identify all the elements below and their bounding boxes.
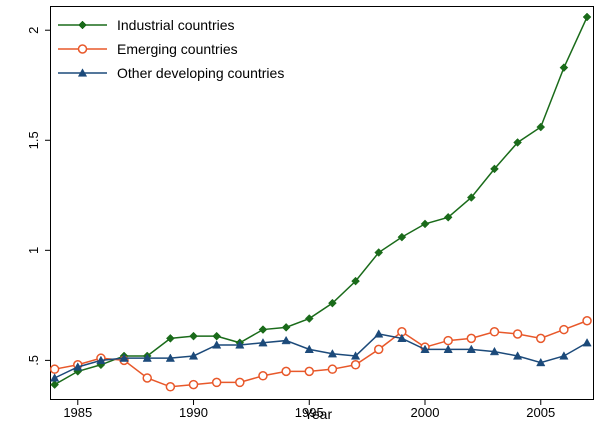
data-point-diamond	[189, 331, 198, 341]
data-point-triangle	[443, 344, 453, 353]
data-point-diamond	[50, 380, 59, 389]
data-point-triangle	[489, 346, 500, 356]
data-point-diamond	[258, 325, 268, 334]
series-3	[50, 329, 592, 382]
data-point-diamond	[374, 248, 384, 257]
legend: Industrial countries Emerging countries Ot…	[58, 17, 284, 81]
data-point-diamond	[443, 212, 453, 222]
data-point-triangle	[374, 329, 384, 338]
data-point-circle	[489, 327, 500, 337]
data-point-diamond	[513, 138, 522, 147]
data-point-circle	[373, 344, 384, 355]
data-point-triangle	[304, 344, 314, 353]
data-point-triangle	[50, 373, 60, 382]
series-line	[54, 333, 588, 379]
series-2	[49, 316, 592, 392]
data-point-circle	[142, 373, 152, 383]
data-point-circle	[443, 335, 453, 346]
data-point-triangle	[73, 362, 83, 371]
data-point-triangle	[142, 353, 152, 362]
x-tick-label: 1995	[295, 405, 324, 420]
data-point-circle	[536, 333, 546, 344]
data-point-diamond	[397, 232, 407, 242]
data-point-triangle	[582, 338, 592, 347]
data-point-triangle	[420, 344, 430, 353]
data-point-triangle	[96, 355, 106, 364]
data-point-circle	[281, 366, 291, 377]
data-point-diamond	[582, 12, 592, 22]
data-point-triangle	[397, 333, 407, 342]
data-point-circle	[211, 377, 222, 388]
data-point-circle	[49, 364, 60, 374]
x-tick-label: 2000	[411, 405, 440, 420]
legend-label: Other developing countries	[117, 65, 284, 81]
data-point-diamond	[559, 63, 569, 72]
y-tick-label: 2	[26, 27, 41, 34]
data-point-triangle	[466, 344, 476, 353]
data-point-triangle	[327, 349, 338, 358]
data-point-circle	[350, 360, 361, 370]
data-point-diamond	[351, 276, 360, 286]
data-point-circle	[258, 371, 268, 381]
legend-entry: Industrial countries	[58, 17, 235, 33]
data-point-diamond	[212, 331, 222, 341]
data-point-diamond	[466, 193, 476, 202]
data-point-triangle	[165, 353, 175, 362]
legend-label: Emerging countries	[117, 41, 238, 57]
data-point-triangle	[559, 351, 569, 360]
data-point-triangle	[188, 351, 199, 360]
data-point-circle	[188, 379, 199, 390]
axes: 1985 1990 1995 2000 2005 .5 1 1.5 2	[26, 6, 594, 420]
legend-label: Industrial countries	[117, 17, 235, 33]
series-group	[49, 12, 592, 392]
x-tick-label: 1990	[179, 405, 208, 420]
y-tick-label: 1.5	[26, 131, 41, 149]
data-point-diamond	[536, 122, 546, 132]
data-point-triangle	[235, 340, 245, 349]
data-point-circle	[559, 324, 569, 335]
legend-entry: Emerging countries	[58, 41, 238, 57]
data-point-diamond	[420, 219, 430, 229]
data-point-circle	[304, 366, 315, 377]
data-point-diamond	[281, 323, 291, 332]
data-point-triangle	[512, 351, 523, 360]
data-point-circle	[466, 333, 477, 344]
data-point-triangle	[212, 340, 222, 349]
y-tick-label: .5	[26, 355, 41, 366]
x-axis-label: Year	[304, 406, 333, 422]
data-point-triangle	[281, 335, 291, 345]
data-point-diamond	[490, 164, 499, 174]
data-point-diamond	[78, 20, 87, 30]
data-point-triangle	[536, 357, 546, 367]
data-point-circle	[165, 382, 176, 392]
x-tick-label: 2005	[526, 405, 555, 420]
data-point-circle	[235, 377, 245, 388]
data-point-diamond	[328, 298, 337, 308]
data-point-triangle	[119, 353, 129, 362]
data-point-circle	[77, 44, 88, 54]
data-point-circle	[582, 316, 592, 326]
data-point-diamond	[304, 314, 314, 323]
data-point-diamond	[166, 334, 175, 343]
x-tick-label: 1985	[63, 405, 92, 420]
data-point-triangle	[350, 351, 361, 360]
data-point-circle	[512, 329, 523, 339]
y-tick-label: 1	[26, 247, 41, 254]
data-point-triangle	[258, 338, 268, 347]
data-point-circle	[327, 364, 338, 374]
legend-entry: Other developing countries	[58, 65, 284, 81]
data-point-triangle	[77, 68, 88, 77]
